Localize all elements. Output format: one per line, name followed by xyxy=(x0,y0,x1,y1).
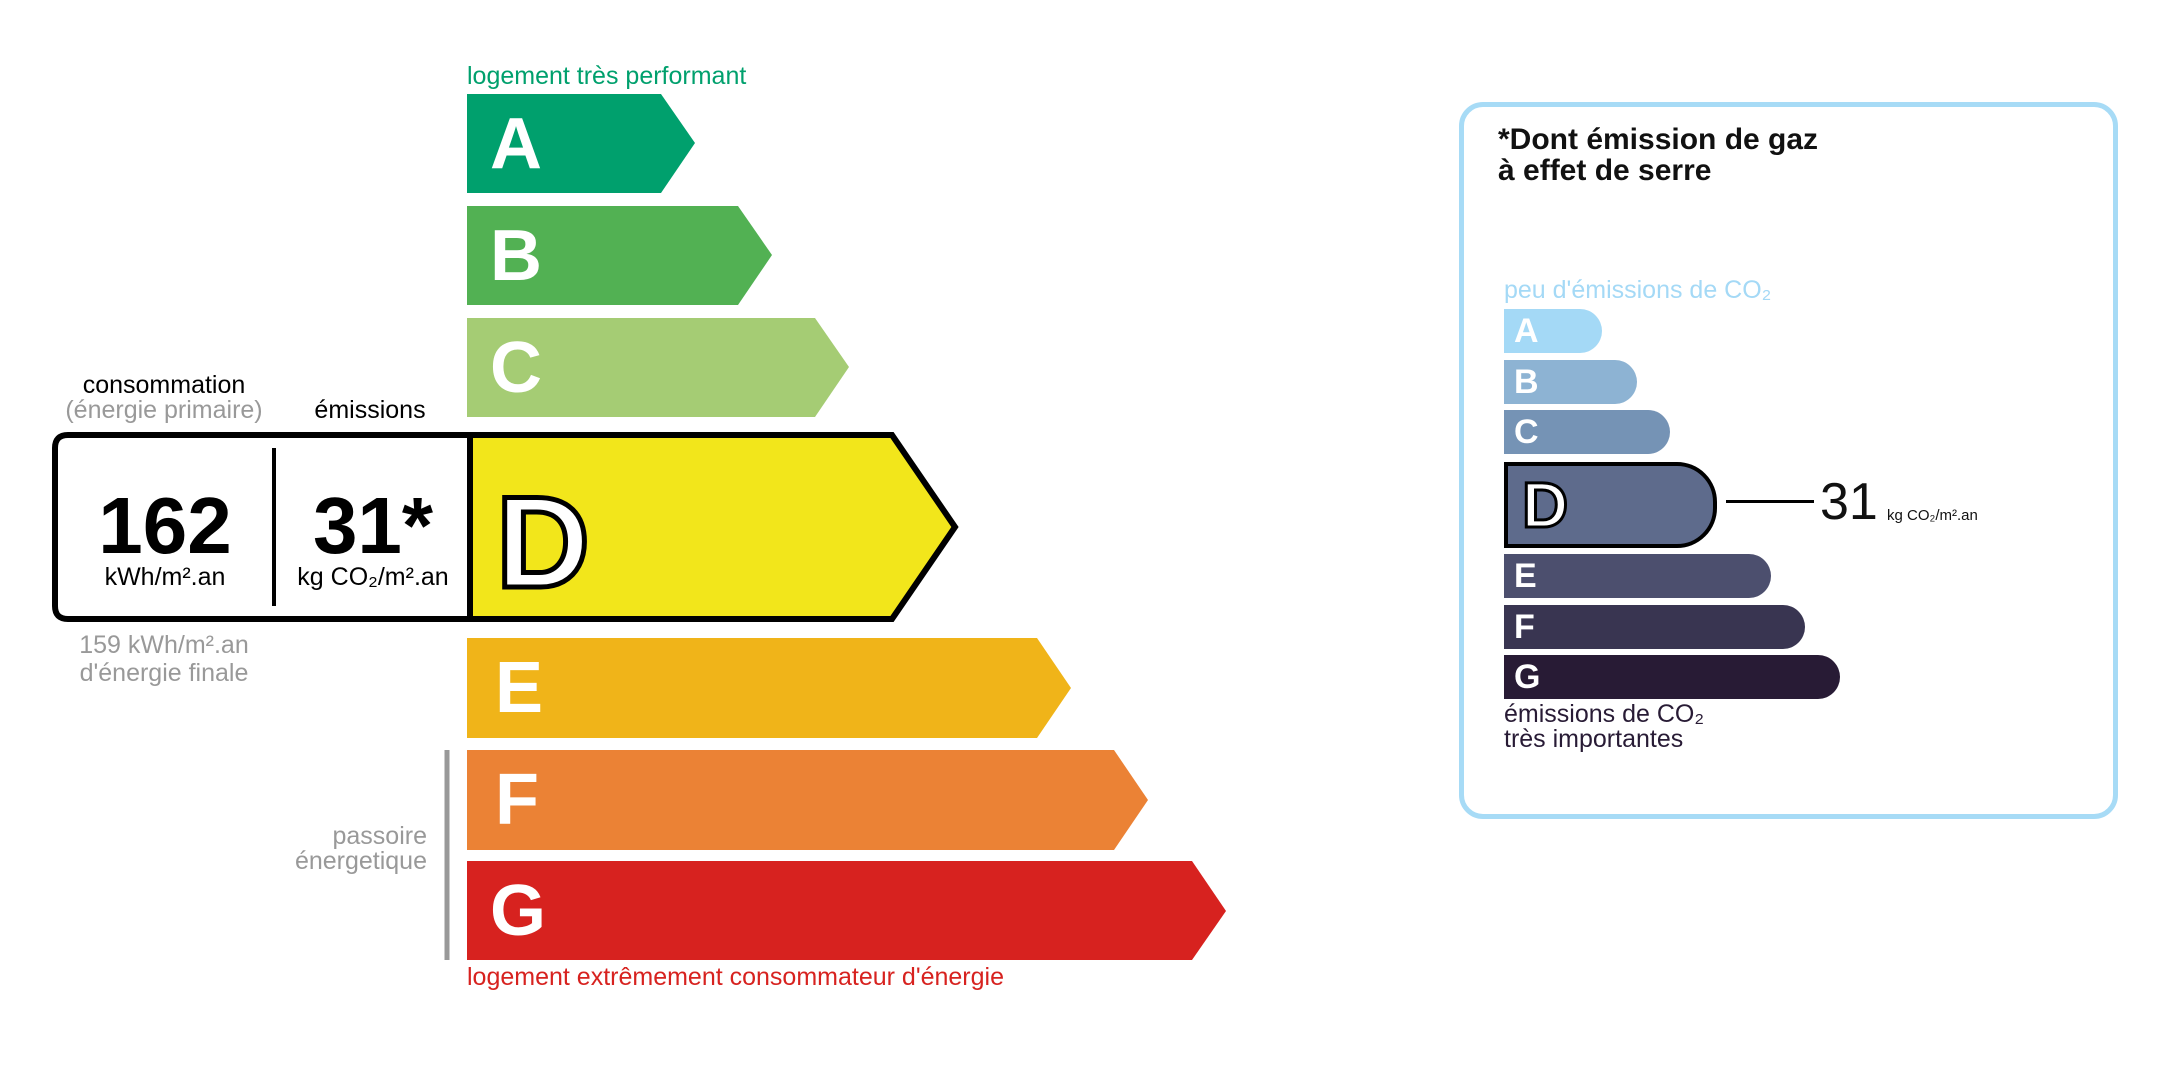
ghg-title-line2: à effet de serre xyxy=(1498,154,1712,187)
emissions-unit: kg CO₂/m².an xyxy=(297,563,449,591)
energy-bar-a xyxy=(467,94,695,193)
consumption-label: consommation xyxy=(82,371,246,399)
energy-bar-f xyxy=(467,750,1148,850)
energy-letter-g: G xyxy=(490,871,547,951)
energy-letter-e: E xyxy=(495,648,544,728)
ghg-letter-f: F xyxy=(1514,608,1535,646)
consumption-unit: kWh/m².an xyxy=(104,563,226,591)
ghg-letter-c: C xyxy=(1514,413,1539,451)
consumption-value: 162 xyxy=(98,481,232,570)
ghg-unit: kg CO₂/m².an xyxy=(1887,507,1978,524)
energy-letter-f: F xyxy=(495,760,539,840)
final-energy-value: 159 kWh/m².an xyxy=(79,631,249,659)
top-label: logement très performant xyxy=(467,62,747,90)
ghg-bottom-line2: très importantes xyxy=(1504,725,1684,753)
ghg-title-line1: *Dont émission de gaz xyxy=(1498,123,1819,156)
ghg-letter-g: G xyxy=(1514,658,1541,696)
energy-bar-b xyxy=(467,206,772,305)
ghg-bar-e: E xyxy=(1504,554,1771,598)
ghg-bar-g: G xyxy=(1504,655,1840,699)
energy-bar-c xyxy=(467,318,849,417)
ghg-bar-a: A xyxy=(1504,309,1602,353)
energy-bars: D xyxy=(52,94,1226,960)
final-energy-label: d'énergie finale xyxy=(79,659,249,687)
ghg-letter-b: B xyxy=(1514,363,1539,401)
energy-bar-d xyxy=(467,432,959,622)
current-class-letter-outline: D xyxy=(496,469,590,615)
ghg-panel xyxy=(1459,102,2118,819)
emissions-label: émissions xyxy=(314,396,426,424)
current-class-box xyxy=(52,432,473,622)
ghg-bar-c: C xyxy=(1504,410,1670,454)
ghg-letter-a: A xyxy=(1514,312,1539,350)
energy-letter-c: C xyxy=(490,328,542,408)
ghg-top-label: peu d'émissions de CO₂ xyxy=(1504,276,1772,304)
bottom-label: logement extrêmement consommateur d'éner… xyxy=(467,963,1004,991)
ghg-bottom-line1: émissions de CO₂ xyxy=(1504,700,1705,728)
passoire-line2: énergetique xyxy=(294,847,427,875)
consumption-sub-label: (énergie primaire) xyxy=(65,396,263,424)
ghg-value: 31 xyxy=(1820,473,1878,531)
energy-letter-b: B xyxy=(490,216,542,296)
passoire-line1: passoire xyxy=(332,822,428,850)
energy-letter-a: A xyxy=(490,104,542,184)
ghg-pointer-line xyxy=(1726,500,1814,503)
ghg-bar-b: B xyxy=(1504,360,1637,404)
ghg-bar-f: F xyxy=(1504,605,1805,649)
energy-bar-g xyxy=(467,861,1226,960)
energy-bar-e xyxy=(467,638,1071,738)
emissions-value: 31* xyxy=(312,481,434,570)
ghg-letter-e: E xyxy=(1514,557,1537,595)
ghg-bar-d: D xyxy=(1504,462,1717,548)
ghg-letter-d: D xyxy=(1520,469,1569,541)
